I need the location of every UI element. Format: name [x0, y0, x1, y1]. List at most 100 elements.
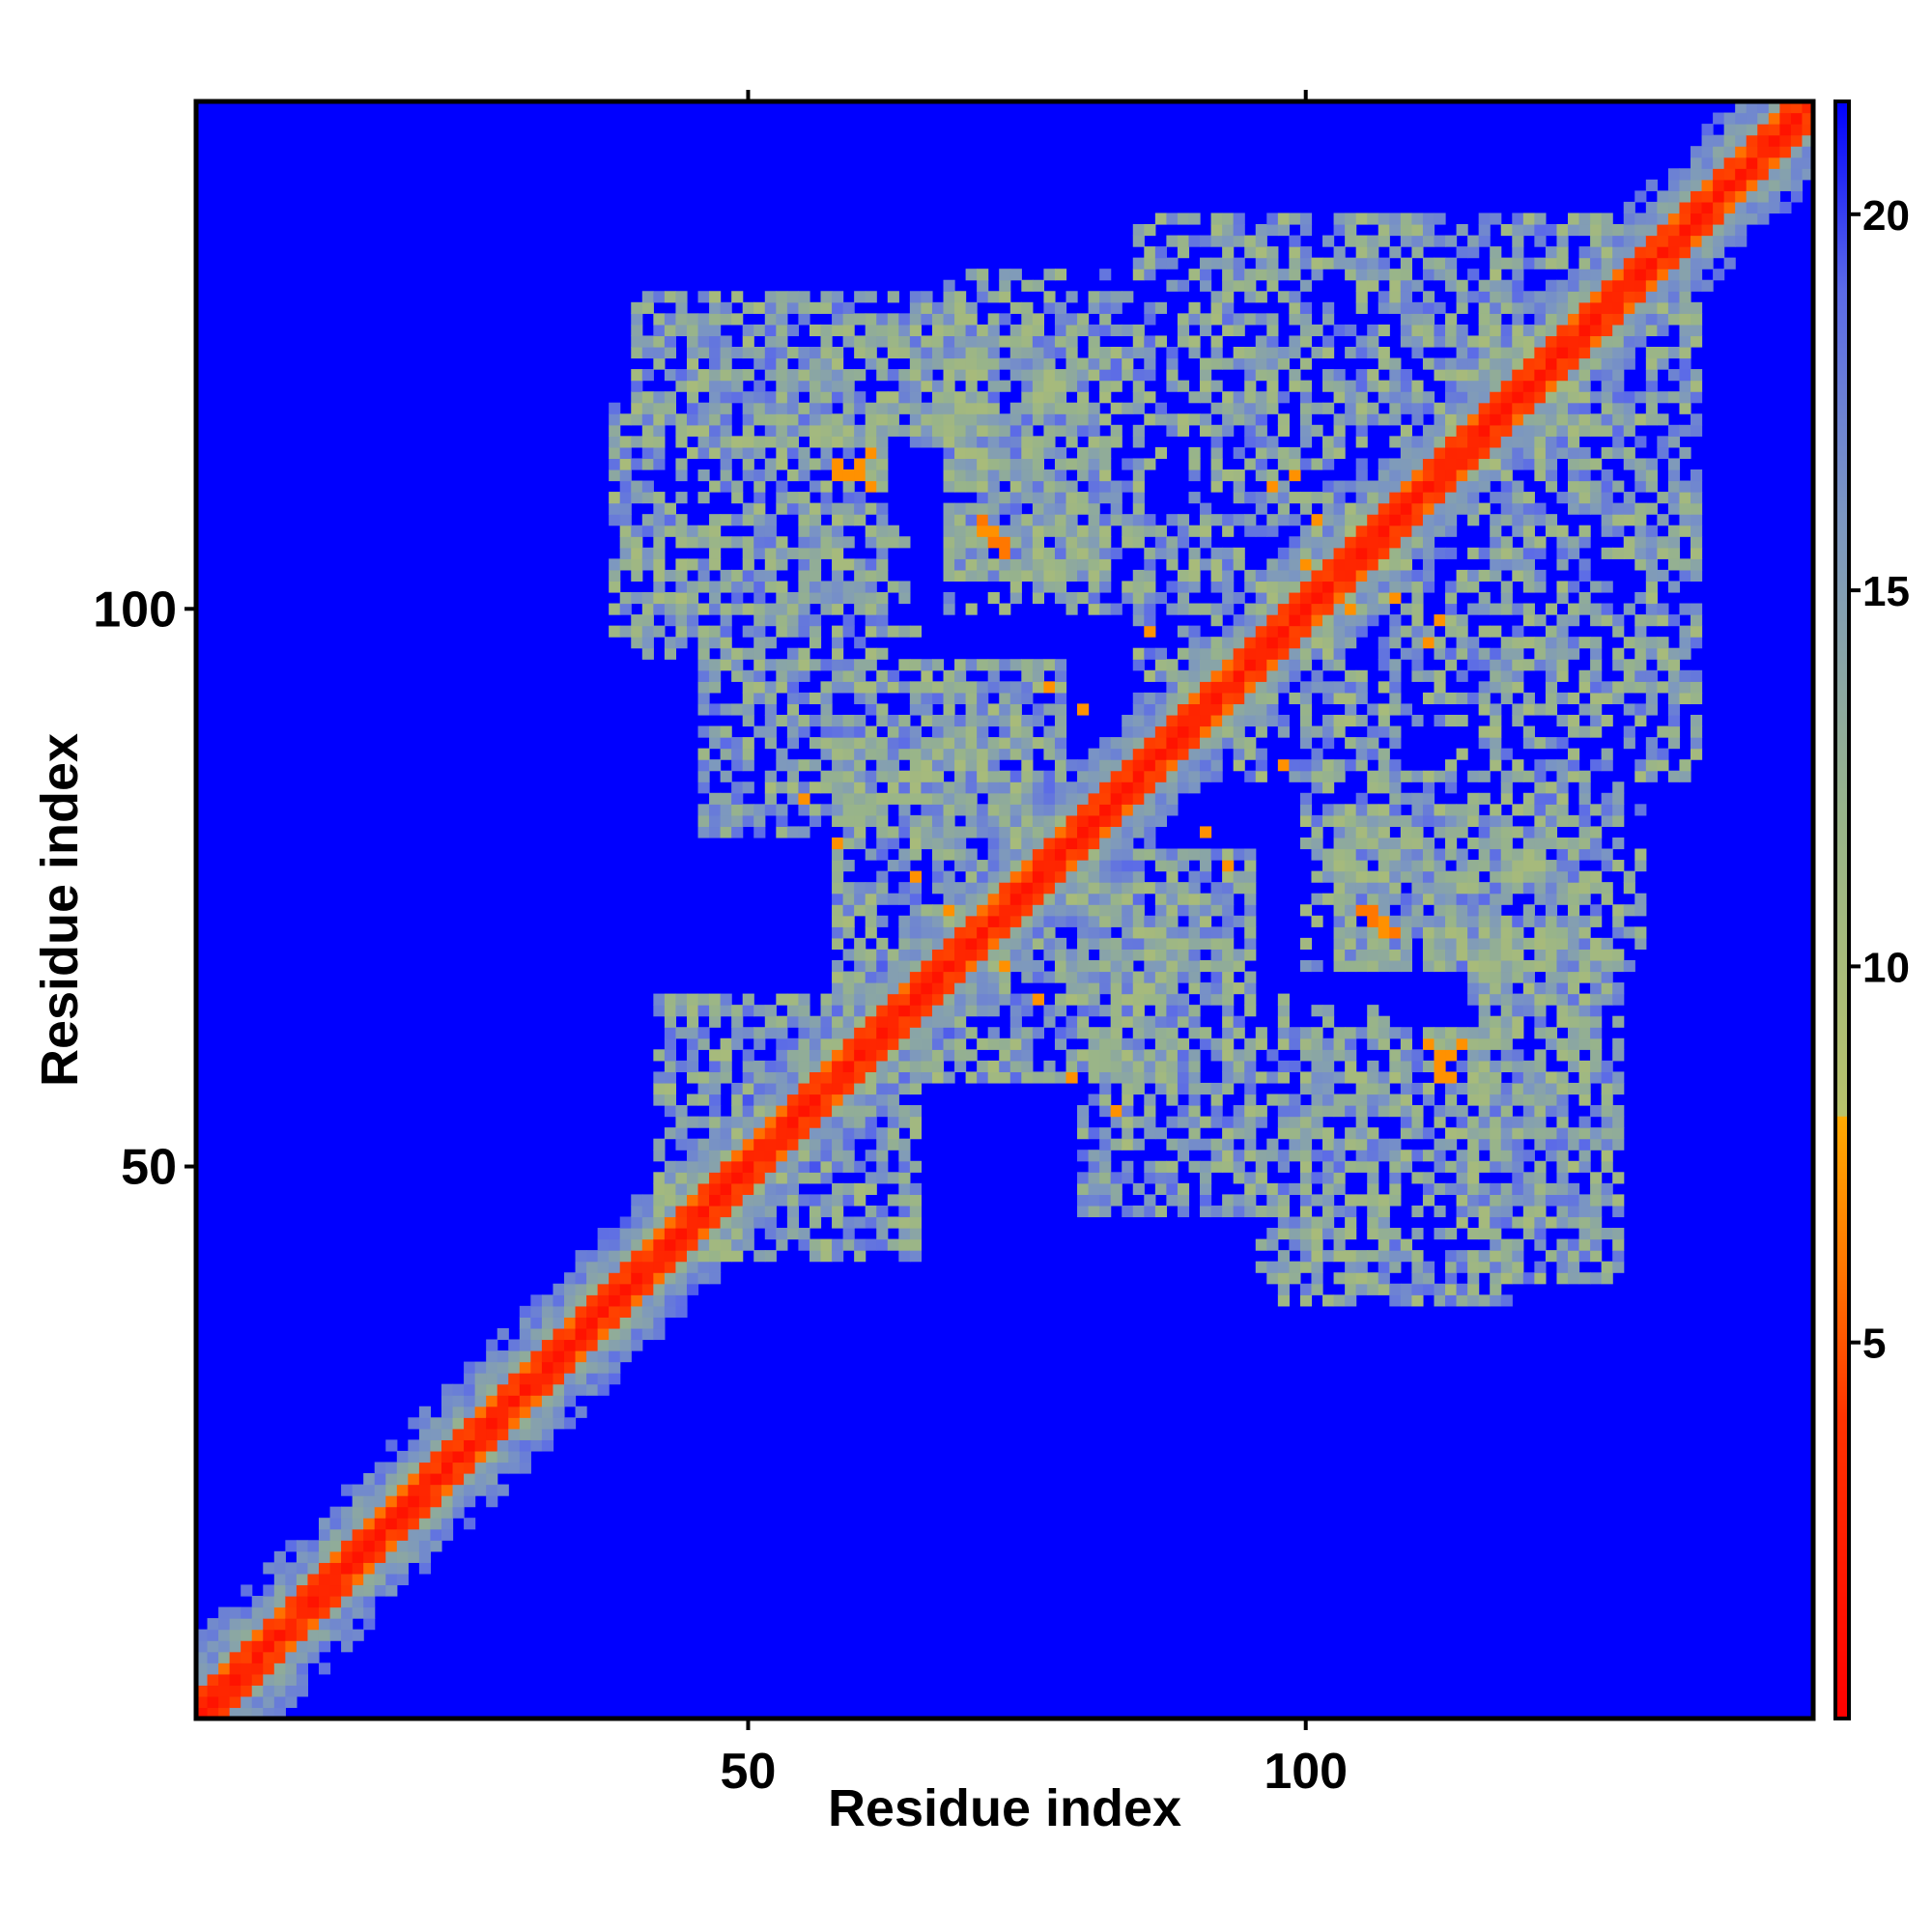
heatmap-cell — [1311, 848, 1323, 861]
heatmap-cell — [965, 826, 978, 838]
heatmap-cell — [675, 458, 688, 470]
heatmap-cell — [653, 1327, 666, 1341]
heatmap-cell — [943, 569, 955, 582]
heatmap-cell — [1021, 525, 1034, 537]
heatmap-cell — [943, 1037, 955, 1050]
heatmap-cell — [1378, 581, 1390, 593]
heatmap-cell — [898, 770, 911, 782]
heatmap-cell — [1177, 703, 1190, 716]
heatmap-cell — [876, 837, 889, 850]
heatmap-cell — [697, 669, 710, 682]
heatmap-cell — [786, 1071, 800, 1084]
heatmap-cell — [943, 837, 955, 850]
heatmap-cell — [943, 893, 955, 905]
heatmap-cell — [664, 637, 677, 649]
heatmap-cell — [1099, 860, 1112, 872]
heatmap-cell — [1233, 737, 1245, 750]
heatmap-cell — [1467, 1082, 1480, 1095]
heatmap-cell — [474, 1428, 487, 1440]
heatmap-cell — [1445, 814, 1458, 828]
heatmap-cell — [352, 1596, 364, 1608]
heatmap-cell — [1322, 637, 1335, 649]
heatmap-cell — [776, 1172, 788, 1184]
heatmap-cell — [1355, 1194, 1368, 1207]
heatmap-cell — [1411, 436, 1424, 448]
heatmap-cell — [1099, 848, 1112, 861]
heatmap-cell — [965, 413, 978, 426]
heatmap-cell — [954, 848, 967, 861]
heatmap-cell — [1445, 804, 1458, 816]
heatmap-cell — [1188, 692, 1201, 705]
heatmap-cell — [497, 1327, 509, 1341]
heatmap-cell — [385, 1573, 398, 1586]
heatmap-cell — [832, 904, 844, 917]
heatmap-cell — [921, 301, 933, 314]
heatmap-cell — [541, 1383, 554, 1396]
heatmap-cell — [709, 413, 722, 426]
heatmap-cell — [641, 436, 654, 448]
heatmap-cell — [832, 1037, 844, 1050]
heatmap-cell — [653, 458, 666, 470]
heatmap-cell — [530, 1373, 543, 1385]
heatmap-cell — [686, 357, 699, 370]
heatmap-cell — [865, 814, 877, 828]
heatmap-cell — [1289, 514, 1301, 526]
heatmap-cell — [1322, 436, 1335, 448]
heatmap-cell — [1345, 1138, 1357, 1151]
heatmap-cell — [675, 558, 688, 571]
heatmap-cell — [1088, 982, 1100, 995]
heatmap-cell — [977, 659, 989, 671]
heatmap-cell — [1054, 725, 1067, 738]
heatmap-cell — [1299, 703, 1313, 716]
heatmap-cell — [1289, 1116, 1301, 1128]
heatmap-cell — [1467, 1182, 1480, 1195]
heatmap-cell — [653, 1172, 666, 1184]
heatmap-cell — [1144, 357, 1156, 370]
heatmap-cell — [887, 1105, 899, 1118]
heatmap-cell — [318, 1540, 331, 1552]
heatmap-cell — [1144, 413, 1156, 426]
heatmap-cell — [1400, 1250, 1412, 1263]
heatmap-cell — [1389, 814, 1402, 828]
heatmap-cell — [999, 603, 1011, 615]
heatmap-cell — [1154, 982, 1167, 995]
heatmap-cell — [1222, 971, 1235, 983]
heatmap-cell — [1244, 603, 1257, 615]
heatmap-cell — [1009, 792, 1022, 805]
heatmap-cell — [753, 1150, 766, 1162]
heatmap-cell — [1289, 569, 1301, 582]
heatmap-cell — [1043, 770, 1056, 782]
heatmap-cell — [943, 446, 955, 460]
heatmap-cell — [396, 1528, 409, 1541]
heatmap-cell — [686, 1160, 699, 1173]
heatmap-cell — [273, 1685, 286, 1697]
heatmap-cell — [1367, 480, 1379, 493]
heatmap-cell — [631, 335, 643, 348]
heatmap-cell — [440, 1450, 454, 1463]
heatmap-cell — [764, 770, 777, 782]
heatmap-cell — [1132, 525, 1145, 537]
heatmap-cell — [1367, 837, 1379, 850]
heatmap-cell — [352, 1495, 364, 1508]
heatmap-cell — [1434, 1049, 1446, 1062]
heatmap-cell — [1378, 346, 1390, 359]
heatmap-cell — [1099, 1160, 1112, 1173]
heatmap-cell — [1422, 269, 1435, 281]
heatmap-cell — [1222, 424, 1235, 437]
heatmap-cell — [1032, 346, 1044, 359]
heatmap-cell — [876, 949, 889, 961]
heatmap-cell — [965, 402, 978, 414]
heatmap-cell — [1411, 904, 1424, 917]
heatmap-cell — [1389, 1238, 1402, 1251]
heatmap-cell — [1400, 235, 1412, 247]
heatmap-cell — [977, 759, 989, 772]
heatmap-cell — [553, 1383, 565, 1396]
heatmap-cell — [1411, 1060, 1424, 1072]
heatmap-cell — [786, 1049, 800, 1062]
heatmap-cell — [430, 1484, 442, 1496]
heatmap-cell — [832, 1216, 844, 1229]
heatmap-cell — [1210, 737, 1223, 750]
heatmap-cell — [1322, 1127, 1335, 1140]
heatmap-cell — [1233, 870, 1245, 883]
heatmap-cell — [798, 536, 810, 549]
